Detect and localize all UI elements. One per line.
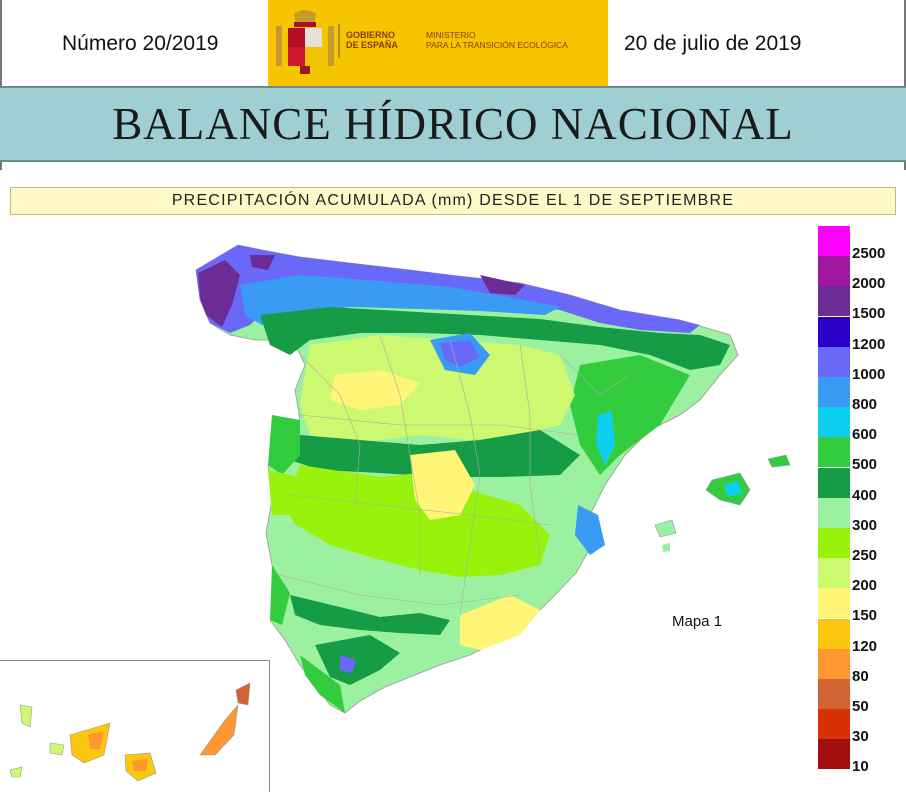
legend-label: 500 — [852, 456, 878, 474]
page-title: BALANCE HÍDRICO NACIONAL — [112, 99, 794, 149]
legend-label: 30 — [852, 728, 869, 746]
legend-swatch — [818, 528, 850, 558]
map-subtitle: PRECIPITACIÓN ACUMULADA (mm) DESDE EL 1 … — [171, 192, 735, 209]
logo-separator — [338, 24, 340, 58]
legend-label: 50 — [852, 698, 869, 715]
legend-label: 1000 — [852, 365, 886, 383]
ministry-text: MINISTERIO PARA LA TRANSICIÓN ECOLÓGICA — [426, 30, 568, 50]
legend-label: 150 — [852, 607, 878, 625]
legend-label: 10 — [852, 758, 869, 776]
legend-label: 400 — [852, 486, 878, 504]
subtitle-band: PRECIPITACIÓN ACUMULADA (mm) DESDE EL 1 … — [10, 187, 896, 215]
legend-swatch — [818, 346, 850, 377]
map-label: Mapa 1 — [672, 613, 723, 630]
precipitation-legend: 2500 2000 1500 1200 1000 800 600 500 400 300 250 20… — [818, 226, 906, 776]
legend-swatch — [818, 286, 850, 317]
legend-label: 200 — [852, 577, 878, 595]
issue-number: Número 20/2019 — [62, 32, 219, 55]
menorca — [767, 454, 791, 468]
legend-label: 800 — [852, 396, 878, 413]
coat-of-arms-icon — [276, 10, 334, 74]
legend-swatch — [818, 377, 850, 407]
legend-swatch — [818, 588, 850, 619]
canary-inset-frame — [0, 660, 270, 792]
legend-label: 250 — [852, 547, 878, 564]
province-borders — [279, 334, 631, 616]
legend-swatch — [818, 437, 850, 468]
legend-swatch — [818, 618, 850, 649]
legend-label: 2000 — [852, 275, 886, 293]
legend-label: 1500 — [852, 305, 886, 323]
header-right-border — [904, 0, 906, 170]
precipitation-map — [9, 244, 791, 782]
legend-label: 1200 — [852, 335, 886, 353]
legend-label: 120 — [852, 637, 878, 655]
legend-swatch — [818, 467, 850, 498]
legend-label: 300 — [852, 516, 878, 534]
legend-swatch — [818, 316, 850, 347]
legend-swatch — [818, 558, 850, 589]
legend-swatch — [818, 497, 850, 528]
government-text: GOBIERNO DE ESPAÑA — [346, 30, 398, 50]
legend-swatch — [818, 226, 850, 256]
central-plateau-zone — [300, 335, 575, 445]
issue-date: 20 de julio de 2019 — [624, 32, 802, 55]
legend-swatch — [818, 739, 850, 770]
legend-swatch — [818, 648, 850, 679]
canary-islands-inset — [9, 682, 251, 782]
legend-swatch — [818, 407, 850, 438]
legend-label: 80 — [852, 667, 869, 685]
legend-label: 2500 — [852, 245, 886, 262]
legend-label: 600 — [852, 426, 878, 444]
government-logo: GOBIERNO DE ESPAÑA MINISTERIO PARA LA TR… — [268, 0, 608, 86]
legend-swatch — [818, 679, 850, 709]
title-band: BALANCE HÍDRICO NACIONAL — [0, 86, 906, 162]
header-left-border — [0, 0, 2, 170]
legend-swatch — [818, 256, 850, 287]
ibiza — [654, 519, 677, 538]
legend-swatch — [818, 709, 850, 740]
